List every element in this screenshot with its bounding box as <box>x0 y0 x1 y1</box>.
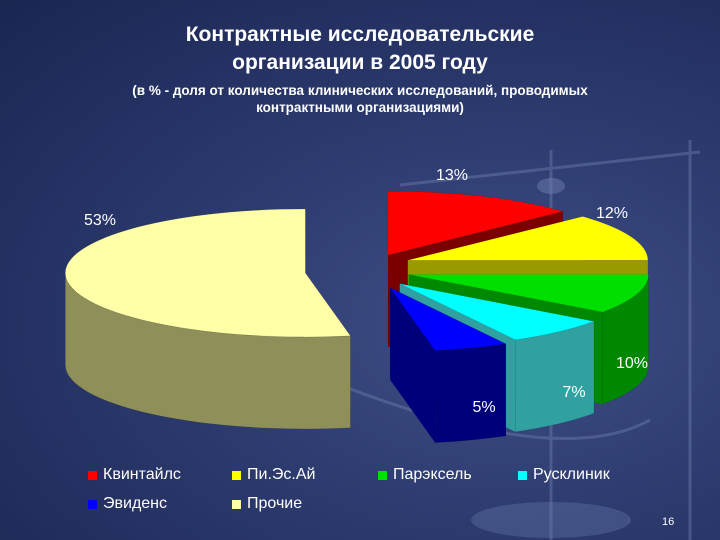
slice-6-top <box>65 208 351 338</box>
data-label-6: 53% <box>84 212 116 229</box>
data-label-5: 5% <box>472 399 495 416</box>
data-label-3: 10% <box>616 355 648 372</box>
data-label-1: 13% <box>436 167 468 184</box>
slice-4-top <box>399 283 596 341</box>
legend-item-4: Русклиник <box>518 466 610 484</box>
legend-swatch <box>88 470 97 480</box>
slide-title-line-1: Контрактные исследовательские <box>185 23 535 46</box>
legend-item-5: Эвиденс <box>88 495 167 513</box>
slice-2-top <box>407 216 649 261</box>
legend-swatch <box>88 499 97 509</box>
slide-title-line-2: организации в 2005 году <box>232 51 488 74</box>
page-number: 16 <box>662 516 675 528</box>
legend-item-2: Пи.Эс.Ай <box>232 466 315 484</box>
slice-3-side-1 <box>602 274 649 405</box>
slice-6 <box>65 208 351 430</box>
legend-label: Пи.Эс.Ай <box>247 466 316 483</box>
data-label-4: 7% <box>562 384 585 401</box>
legend-swatch <box>518 470 527 480</box>
slide-subtitle-line-2: контрактными организациями) <box>256 100 464 115</box>
slice-5 <box>389 287 507 443</box>
legend-swatch <box>232 499 241 509</box>
slice-5-wall-2 <box>390 287 436 443</box>
legend-label: Прочие <box>247 495 303 512</box>
legend-swatch <box>232 470 241 480</box>
data-label-2: 12% <box>596 205 628 222</box>
slice-3-top <box>408 274 649 313</box>
legend-swatch <box>378 470 387 480</box>
slice-5-top <box>389 287 507 351</box>
slide-subtitle-line-1: (в % - доля от количества клинических ис… <box>132 83 588 98</box>
slice-4-side-1 <box>515 321 595 433</box>
legend-item-6: Прочие <box>232 495 302 513</box>
legend-label: Парэксель <box>393 466 472 483</box>
legend-label: Квинтайлс <box>103 466 181 483</box>
legend-label: Эвиденс <box>103 495 168 512</box>
legend-item-3: Парэксель <box>378 466 472 484</box>
slice-5-side-1 <box>434 343 507 443</box>
legend-label: Русклиник <box>533 466 610 483</box>
slice-1-top <box>387 190 565 256</box>
legend-item-1: Квинтайлс <box>88 466 181 484</box>
